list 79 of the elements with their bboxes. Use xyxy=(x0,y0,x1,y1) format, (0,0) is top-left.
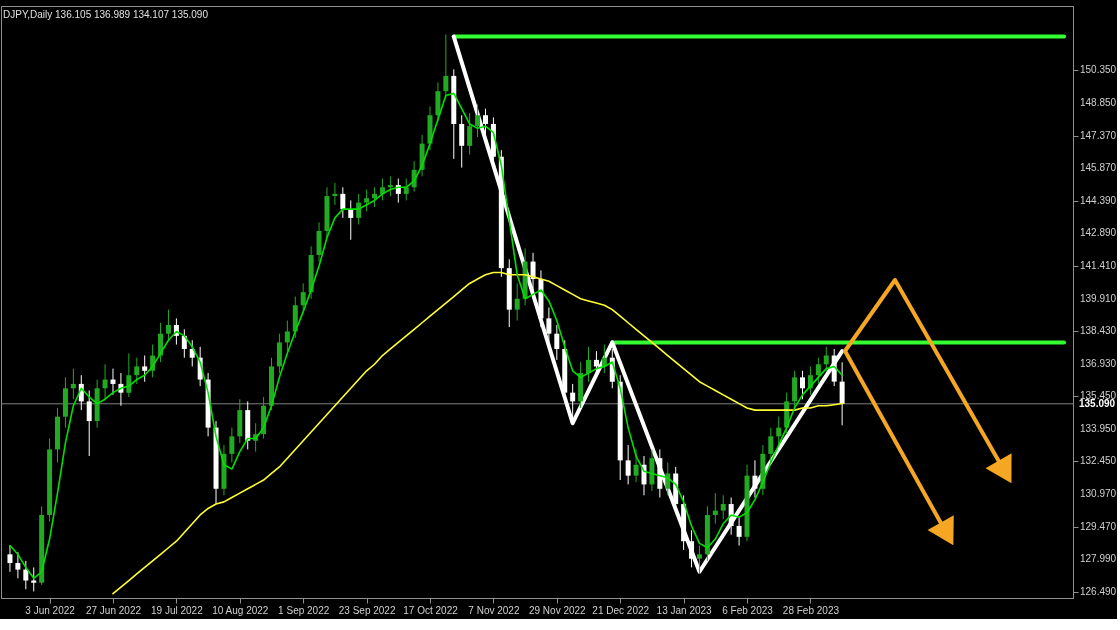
candlestick xyxy=(126,352,132,398)
y-tick-label: 138.430 xyxy=(1080,324,1117,336)
candlestick xyxy=(110,368,116,396)
candlestick xyxy=(815,357,821,385)
candlestick xyxy=(23,560,29,590)
annotation: DJPY,Daily 136.105 136.989 134.107 135.090 xyxy=(3,9,209,20)
x-tick-label: 6 Feb 2023 xyxy=(722,604,774,616)
candlestick xyxy=(665,462,671,496)
candlestick xyxy=(554,324,560,361)
candlestick xyxy=(379,178,385,201)
candlestick xyxy=(31,566,37,592)
candlestick xyxy=(570,383,576,420)
y-tick-label: 136.930 xyxy=(1080,357,1117,369)
y-tick-label: 147.370 xyxy=(1080,129,1117,141)
candlestick xyxy=(736,516,742,547)
x-tick-label: 19 Jul 2022 xyxy=(151,604,204,616)
y-tick-label: 126.490 xyxy=(1080,585,1117,597)
y-tick-label: 142.890 xyxy=(1080,227,1117,239)
candlestick xyxy=(696,545,702,575)
candlestick xyxy=(839,361,845,426)
candlestick xyxy=(284,320,290,352)
candlestick xyxy=(586,346,592,383)
candlestick xyxy=(332,182,338,206)
candlestick xyxy=(387,175,393,197)
y-tick-label: 127.990 xyxy=(1080,552,1117,564)
candlestick xyxy=(546,306,552,343)
candlestick xyxy=(712,492,718,525)
candlestick xyxy=(229,427,235,464)
candlestick xyxy=(142,355,148,383)
y-tick-label: 150.350 xyxy=(1080,64,1117,76)
candlestick xyxy=(475,103,481,138)
x-tick-label: 3 Jun 2022 xyxy=(25,604,76,616)
candlestick xyxy=(752,459,758,499)
candlestick xyxy=(467,112,473,156)
x-tick-label: 7 Nov 2022 xyxy=(468,604,520,616)
x-tick-label: 21 Dec 2022 xyxy=(592,604,650,616)
candlestick xyxy=(514,282,520,322)
y-tick-label: 130.970 xyxy=(1080,487,1117,499)
candlestick xyxy=(633,448,639,483)
candlestick xyxy=(15,551,21,579)
candlestick xyxy=(70,368,76,400)
line-series xyxy=(451,34,845,574)
candlestick xyxy=(340,186,346,219)
x-tick-label: 28 Feb 2023 xyxy=(782,604,840,616)
candlestick xyxy=(443,33,449,99)
y-tick-label: 133.950 xyxy=(1080,422,1117,434)
candlestick xyxy=(459,114,465,169)
y-tick-label: 145.870 xyxy=(1080,162,1117,174)
y-tick-label: 139.910 xyxy=(1080,292,1117,304)
candlestick xyxy=(625,444,631,485)
x-tick-label: 13 Jan 2023 xyxy=(656,604,713,616)
candlestick xyxy=(165,309,171,341)
candlestick xyxy=(158,322,164,363)
candlestick xyxy=(776,416,782,446)
x-tick-label: 17 Oct 2022 xyxy=(403,604,459,616)
candlestick xyxy=(800,370,805,400)
candlestick xyxy=(86,389,92,457)
x-tick-label: 23 Sep 2022 xyxy=(338,604,396,616)
x-tick-label: 29 Nov 2022 xyxy=(528,604,587,616)
candlestick xyxy=(728,497,734,536)
candlestick xyxy=(768,427,774,464)
x-tick-label: 10 Aug 2022 xyxy=(212,604,269,616)
y-tick-label: 129.470 xyxy=(1080,520,1117,532)
y-tick-label: 141.410 xyxy=(1080,259,1117,271)
candlestick xyxy=(7,545,13,573)
candlestick xyxy=(102,363,108,400)
candlestick xyxy=(348,199,354,241)
candlestick xyxy=(364,189,370,212)
x-tick-label: 27 Jun 2022 xyxy=(85,604,142,616)
candlestick xyxy=(689,529,695,568)
candlestick xyxy=(372,186,378,208)
candlestick xyxy=(134,357,140,385)
y-tick-label: 132.450 xyxy=(1080,455,1117,467)
candlestick xyxy=(823,346,829,372)
candlestick xyxy=(720,494,726,520)
y-tick-label: 144.390 xyxy=(1080,194,1117,206)
candlestick xyxy=(403,178,409,201)
y-tick-label: 148.850 xyxy=(1080,97,1117,109)
x-tick-label: 1 Sep 2022 xyxy=(278,604,330,616)
